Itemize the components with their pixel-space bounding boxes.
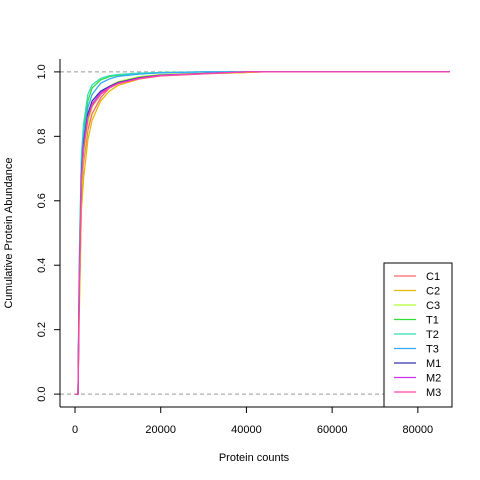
legend-label-t1: T1 <box>426 315 439 327</box>
y-tick-label: 0.4 <box>36 258 48 273</box>
x-axis-title: Protein counts <box>219 452 290 464</box>
legend-label-c1: C1 <box>426 271 440 283</box>
y-tick-label: 1.0 <box>36 64 48 79</box>
legend-label-m1: M1 <box>426 358 441 370</box>
legend-label-c3: C3 <box>426 300 440 312</box>
legend-label-m2: M2 <box>426 373 441 385</box>
y-tick-label: 0.0 <box>36 386 48 401</box>
y-axis-title: Cumulative Protein Abundance <box>3 157 15 308</box>
legend-label-t2: T2 <box>426 329 439 341</box>
y-tick-label: 0.8 <box>36 129 48 144</box>
series-lines <box>75 71 450 395</box>
x-tick-label: 0 <box>72 424 78 436</box>
x-tick-label: 20000 <box>145 424 176 436</box>
x-tick-label: 40000 <box>231 424 262 436</box>
legend-label-t3: T3 <box>426 344 439 356</box>
y-tick-label: 0.6 <box>36 193 48 208</box>
axes: 0 20000 40000 60000 80000 0.0 0.2 0.4 0.6 0.8 1.0 <box>36 59 450 436</box>
legend-box <box>383 262 453 408</box>
legend: C1 C2 C3 T1 T2 T3 M1 M2 M3 <box>383 262 453 408</box>
y-tick-label: 0.2 <box>36 322 48 337</box>
x-tick-label: 80000 <box>403 424 434 436</box>
legend-label-m3: M3 <box>426 387 441 399</box>
x-tick-label: 60000 <box>317 424 348 436</box>
series-line-m3 <box>75 71 450 395</box>
legend-label-c2: C2 <box>426 286 440 298</box>
